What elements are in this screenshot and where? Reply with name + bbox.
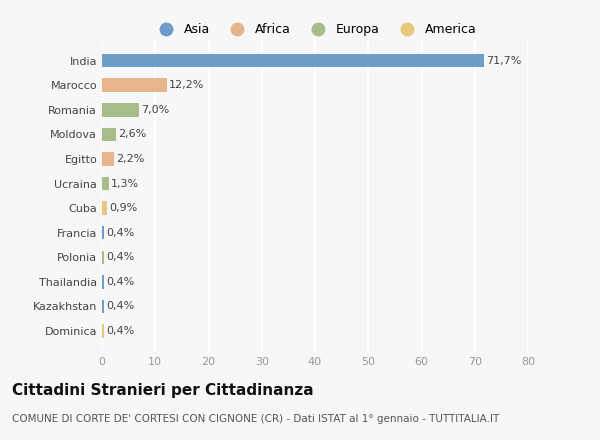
- Text: 0,4%: 0,4%: [106, 252, 134, 262]
- Bar: [102, 152, 114, 166]
- Text: 0,4%: 0,4%: [106, 277, 134, 287]
- Bar: [102, 275, 104, 289]
- Legend: Asia, Africa, Europa, America: Asia, Africa, Europa, America: [151, 21, 479, 39]
- Text: 2,2%: 2,2%: [116, 154, 144, 164]
- Bar: [102, 78, 167, 92]
- Text: 0,9%: 0,9%: [109, 203, 137, 213]
- Bar: [102, 324, 104, 338]
- Text: 71,7%: 71,7%: [486, 55, 521, 66]
- Text: 0,4%: 0,4%: [106, 227, 134, 238]
- Text: 0,4%: 0,4%: [106, 301, 134, 312]
- Bar: [102, 226, 104, 239]
- Text: COMUNE DI CORTE DE' CORTESI CON CIGNONE (CR) - Dati ISTAT al 1° gennaio - TUTTIT: COMUNE DI CORTE DE' CORTESI CON CIGNONE …: [12, 414, 499, 424]
- Bar: [102, 128, 116, 141]
- Bar: [102, 202, 107, 215]
- Bar: [102, 54, 484, 67]
- Text: 2,6%: 2,6%: [118, 129, 146, 139]
- Text: Cittadini Stranieri per Cittadinanza: Cittadini Stranieri per Cittadinanza: [12, 383, 314, 398]
- Text: 1,3%: 1,3%: [111, 179, 139, 188]
- Bar: [102, 300, 104, 313]
- Bar: [102, 177, 109, 190]
- Text: 12,2%: 12,2%: [169, 80, 205, 90]
- Bar: [102, 103, 139, 117]
- Text: 7,0%: 7,0%: [142, 105, 170, 115]
- Text: 0,4%: 0,4%: [106, 326, 134, 336]
- Bar: [102, 250, 104, 264]
